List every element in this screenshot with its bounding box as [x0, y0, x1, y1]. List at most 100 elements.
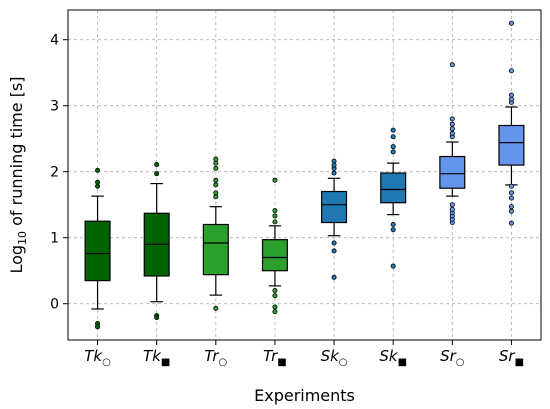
outlier-6-11	[449, 62, 455, 68]
outlier-7-3	[508, 195, 514, 201]
outlier-2-0	[213, 305, 219, 311]
y-axis-title: Log10 of running time [s]	[7, 76, 29, 273]
outlier-0-1	[95, 324, 101, 330]
outlier-5-2	[390, 221, 396, 227]
outlier-2-4	[213, 177, 219, 183]
outlier-0-3	[95, 179, 101, 185]
outlier-2-3	[213, 182, 219, 188]
outlier-6-4	[449, 206, 455, 212]
box-body-7	[498, 124, 525, 166]
x-tick-label-0: Tk○	[84, 347, 111, 368]
y-tick-label-2: 2	[50, 165, 59, 181]
x-tick-label-6: Sr○	[440, 347, 464, 368]
x-tick-label-base-5: Sk	[379, 347, 399, 365]
box-4	[321, 158, 348, 280]
x-ticks: Tk○ Tk■ Tr○ Tr■ Sk○ Sk■ Sr○ Sr■	[84, 340, 524, 368]
outlier-7-5	[508, 183, 514, 189]
box-6	[439, 62, 466, 226]
x-tick-label-marker-7: ■	[515, 357, 524, 368]
box-2	[202, 156, 229, 311]
outlier-3-3	[272, 287, 278, 293]
outlier-5-4	[390, 144, 396, 150]
x-tick-label-marker-0: ○	[102, 357, 111, 368]
outlier-4-2	[331, 240, 337, 246]
outlier-7-8	[508, 92, 514, 98]
x-tick-label-2: Tr○	[204, 347, 227, 368]
outlier-1-3	[154, 161, 160, 167]
y-ticks: 0 1 2 3 4	[50, 33, 68, 313]
outlier-7-4	[508, 190, 514, 196]
y-tick-label-0: 0	[50, 297, 59, 313]
outlier-1-2	[154, 171, 160, 177]
x-tick-label-marker-1: ■	[161, 357, 170, 368]
y-axis-title-main: Log	[7, 245, 26, 274]
x-axis-title: Experiments	[254, 386, 355, 405]
outlier-3-1	[272, 309, 278, 315]
outlier-7-9	[508, 68, 514, 74]
x-tick-label-4: Sk○	[321, 347, 348, 368]
box-7	[498, 20, 525, 226]
y-tick-label-3: 3	[50, 99, 59, 115]
outlier-5-0	[390, 263, 396, 269]
outlier-3-5	[272, 213, 278, 219]
box-layer	[84, 20, 525, 330]
outlier-7-0	[508, 220, 514, 226]
outlier-2-5	[213, 165, 219, 171]
x-tick-label-base-6: Sr	[440, 347, 457, 365]
outlier-6-5	[449, 202, 455, 208]
x-tick-label-1: Tk■	[143, 347, 170, 368]
x-tick-label-5: Sk■	[379, 347, 407, 368]
box-0	[84, 167, 111, 330]
y-axis-title-subscript: 10	[16, 231, 29, 245]
y-tick-label-4: 4	[50, 33, 59, 49]
x-tick-label-marker-6: ○	[456, 357, 465, 368]
outlier-6-7	[449, 130, 455, 136]
y-tick-label-1: 1	[50, 231, 59, 247]
box-body-4	[321, 190, 348, 224]
x-tick-label-base-2: Tr	[204, 347, 219, 365]
box-1	[143, 161, 170, 321]
outlier-7-1	[508, 208, 514, 214]
outlier-6-10	[449, 116, 455, 122]
outlier-3-7	[272, 177, 278, 183]
x-tick-label-marker-4: ○	[339, 357, 348, 368]
outlier-0-4	[95, 167, 101, 173]
x-tick-label-base-0: Tk	[84, 347, 103, 365]
outlier-5-5	[390, 134, 396, 140]
box-body-5	[380, 172, 407, 204]
x-tick-label-marker-3: ■	[277, 357, 286, 368]
box-body-3	[261, 239, 288, 272]
x-tick-label-base-7: Sr	[499, 347, 516, 365]
outlier-4-1	[331, 248, 337, 254]
outlier-3-0	[272, 304, 278, 310]
outlier-4-0	[331, 274, 337, 280]
x-tick-label-base-3: Tr	[263, 347, 278, 365]
plot-frame	[67, 9, 542, 341]
x-tick-label-base-4: Sk	[321, 347, 341, 365]
outlier-6-8	[449, 126, 455, 132]
outlier-1-1	[154, 315, 160, 321]
outlier-4-3	[331, 170, 337, 176]
x-tick-label-base-1: Tk	[143, 347, 162, 365]
outlier-3-2	[272, 293, 278, 299]
outlier-5-1	[390, 227, 396, 233]
outlier-7-2	[508, 204, 514, 210]
x-tick-label-marker-2: ○	[219, 357, 228, 368]
y-axis-title-rest: of running time [s]	[7, 76, 26, 230]
box-body-6	[439, 155, 466, 189]
x-tick-label-7: Sr■	[499, 347, 524, 368]
outlier-4-6	[331, 158, 337, 164]
outlier-7-10	[508, 20, 514, 26]
grid-layer	[68, 10, 541, 340]
x-tick-label-marker-5: ■	[398, 357, 407, 368]
outlier-5-6	[390, 127, 396, 133]
x-tick-label-3: Tr■	[263, 347, 287, 368]
box-5	[380, 127, 407, 269]
box-3	[261, 177, 288, 315]
box-body-0	[84, 220, 111, 282]
outlier-3-4	[272, 219, 278, 225]
outlier-6-9	[449, 121, 455, 127]
outlier-2-7	[213, 156, 219, 162]
box-body-2	[202, 223, 229, 276]
